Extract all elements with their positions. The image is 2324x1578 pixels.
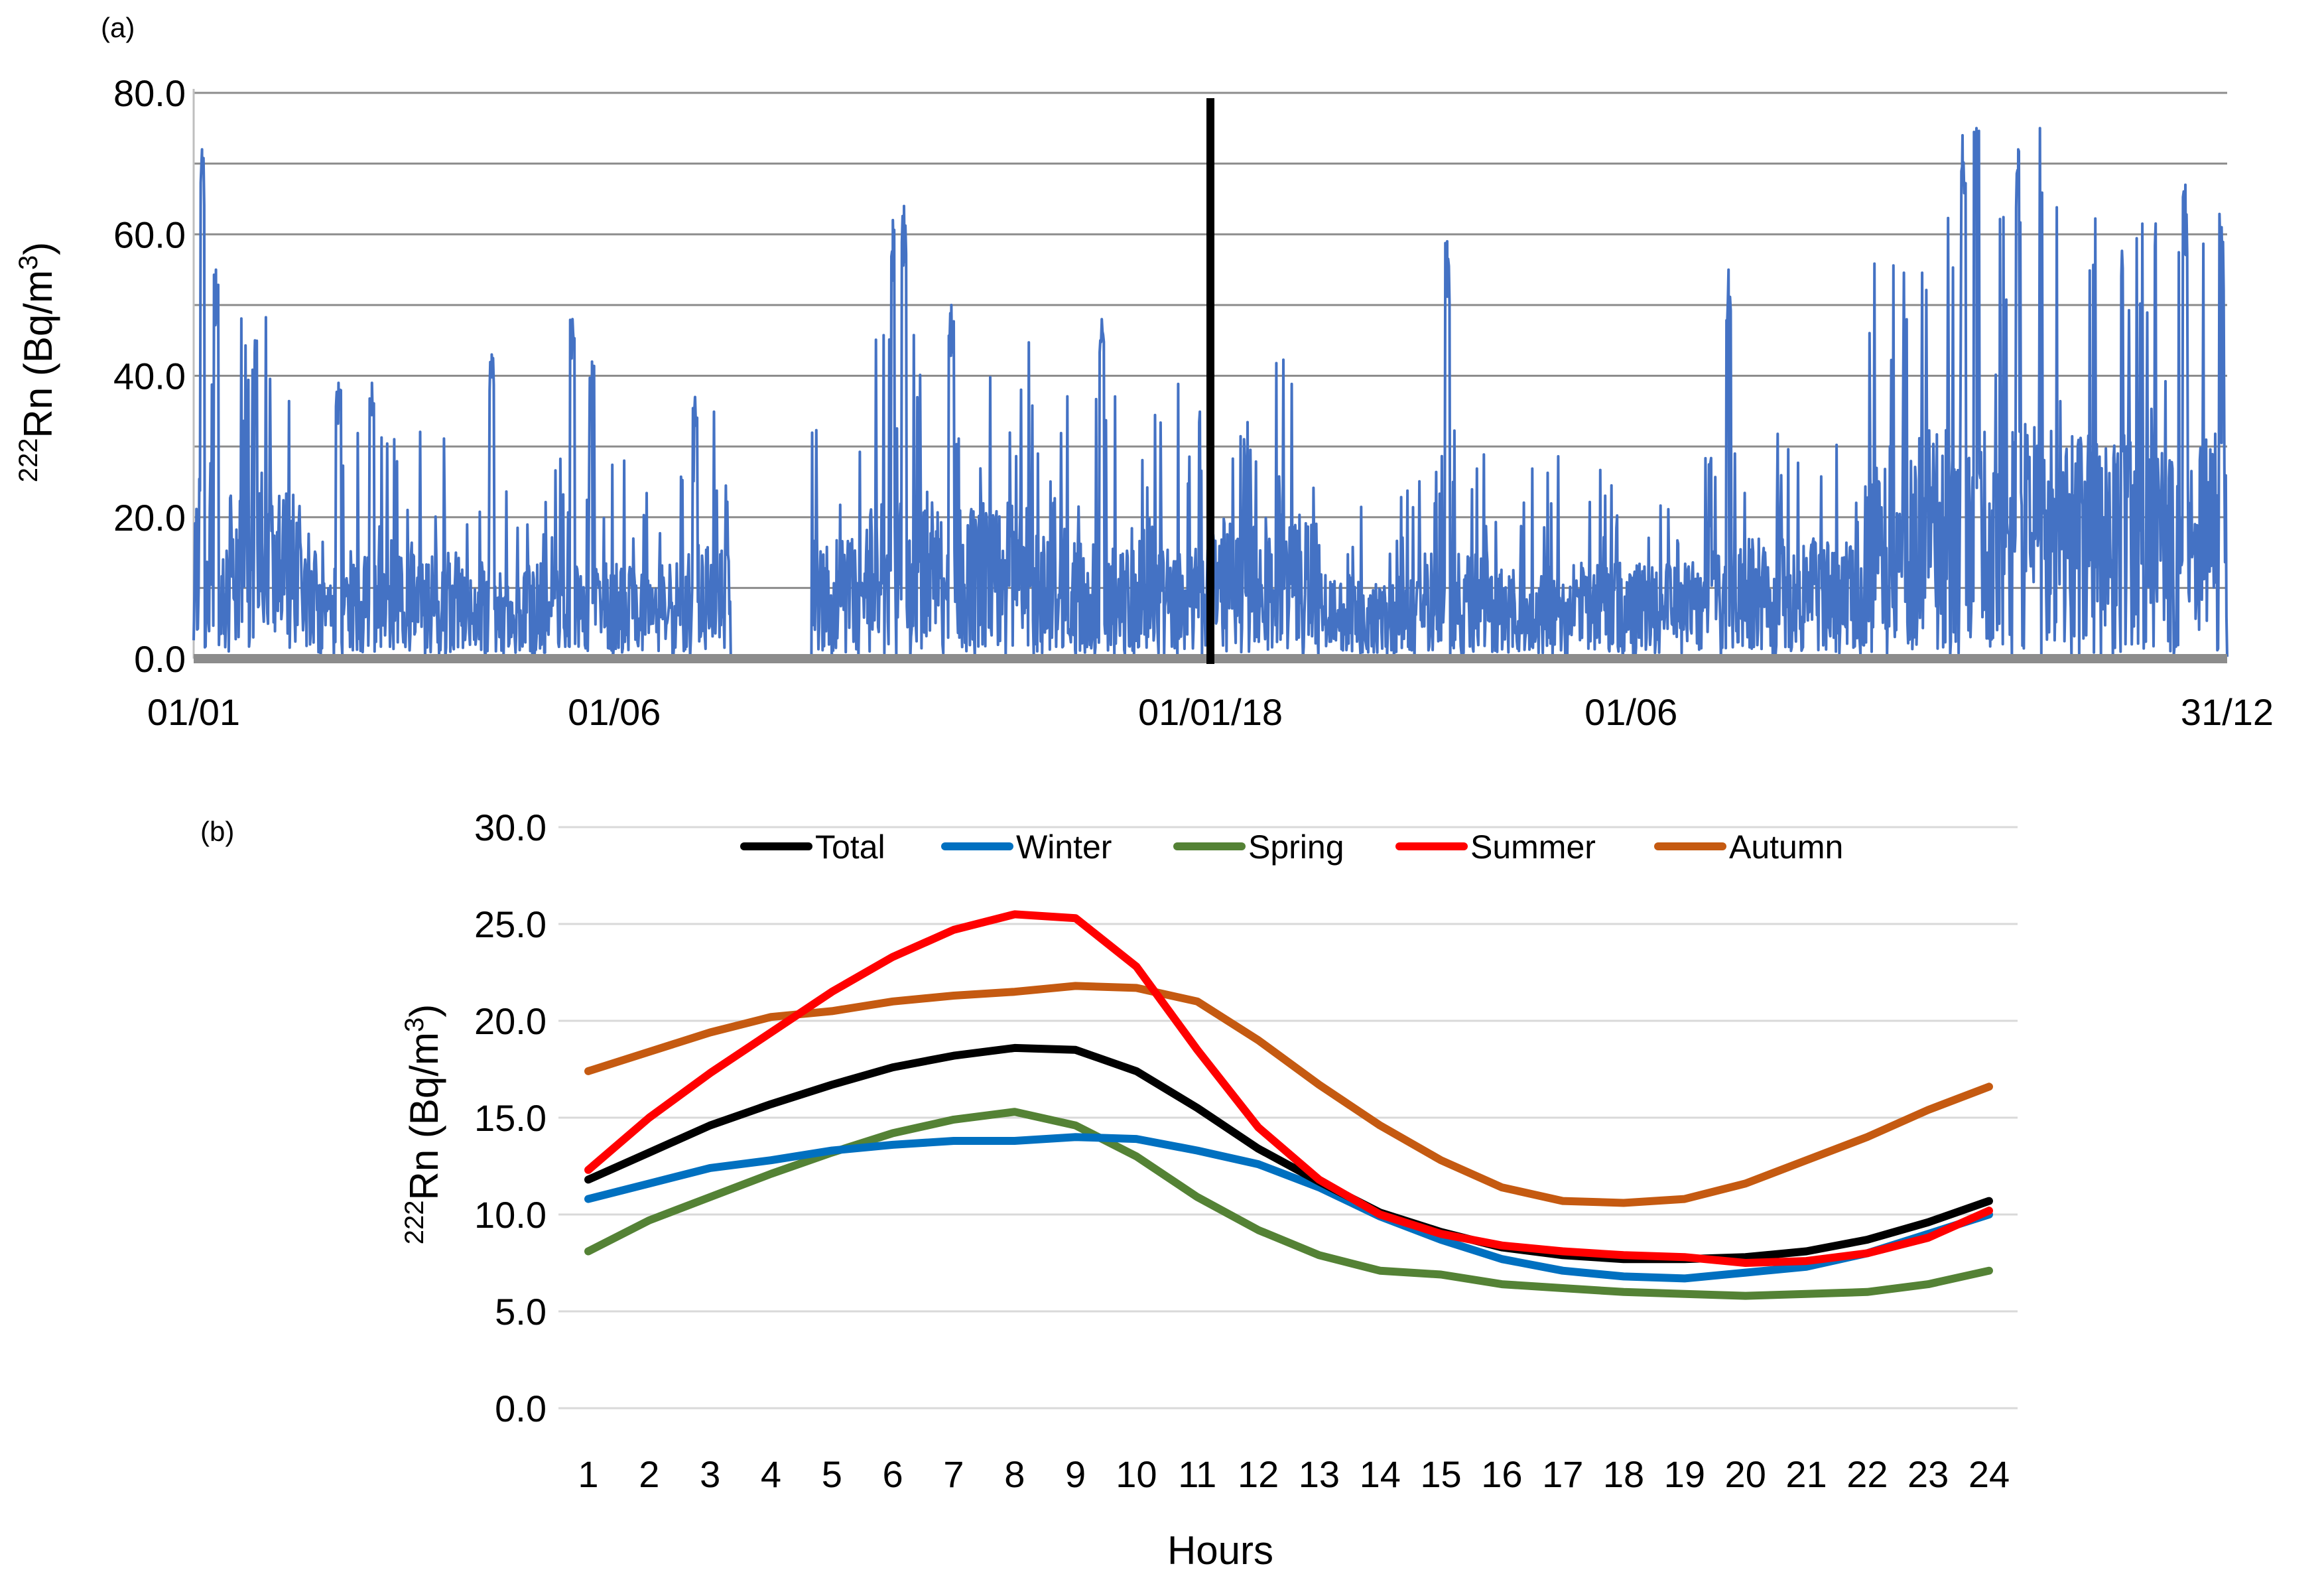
panel-a-x-tick-label: 01/01 [147, 691, 240, 733]
panel-b-x-tick-label: 13 [1299, 1453, 1340, 1495]
panel-b-x-tick-label: 1 [578, 1453, 598, 1495]
panel-b-x-tick-label: 18 [1603, 1453, 1644, 1495]
panel-a-y-tick-label: 0.0 [134, 638, 186, 680]
panel-b-series-lines [584, 910, 1993, 1300]
panel-b-x-tick-label: 10 [1116, 1453, 1157, 1495]
panel-b-label: (b) [200, 816, 234, 847]
legend-label-summer: Summer [1470, 828, 1596, 866]
panel-a-x-tick-labels: 01/01 01/06 01/01/18 01/06 31/12 [147, 691, 2274, 733]
panel-b-y-tick-label: 15.0 [474, 1097, 547, 1139]
panel-a-x-tick-label: 01/06 [1584, 691, 1677, 733]
panel-b-x-tick-label: 24 [1969, 1453, 2010, 1495]
panel-a-y-axis-title: 222Rn (Bq/m3) [14, 242, 60, 482]
panel-b-x-tick-label: 14 [1360, 1453, 1401, 1495]
panel-b-x-tick-label: 23 [1907, 1453, 1949, 1495]
panel-b-x-tick-label: 7 [943, 1453, 964, 1495]
panel-b-series-line-summer [584, 910, 1993, 1267]
legend-entry-autumn: Autumn [1654, 828, 1843, 866]
panel-b-y-tick-label: 0.0 [495, 1388, 547, 1429]
panel-b-x-tick-label: 12 [1238, 1453, 1279, 1495]
panel-b-x-tick-label: 8 [1004, 1453, 1025, 1495]
panel-b-series-line-winter [584, 1133, 1993, 1283]
panel-b-x-tick-label: 16 [1481, 1453, 1522, 1495]
panel-a-x-tick-label: 31/12 [2181, 691, 2274, 733]
panel-a-y-tick-label: 20.0 [113, 497, 186, 539]
panel-b-y-tick-label: 25.0 [474, 903, 547, 945]
legend-label-total: Total [815, 828, 885, 866]
panel-b-x-tick-label: 6 [883, 1453, 903, 1495]
panel-a-timeseries-chart: (a) 0.0 20.0 40.0 60.0 80.0 222Rn (Bq/m3) 01… [14, 12, 2274, 733]
panel-b-x-tick-label: 2 [639, 1453, 659, 1495]
panel-a-y-tick-label: 80.0 [113, 72, 186, 114]
panel-a-y-tick-label: 60.0 [113, 214, 186, 255]
legend-entry-summer: Summer [1395, 828, 1596, 866]
panel-b-y-axis-title: 222Rn (Bq/m3) [400, 1004, 446, 1244]
panel-a-x-tick-label: 01/01/18 [1138, 691, 1283, 733]
panel-b-gridlines [558, 826, 2018, 1410]
panel-b-y-tick-label: 30.0 [474, 807, 547, 848]
panel-b-x-tick-label: 5 [822, 1453, 842, 1495]
panel-b-x-tick-label: 4 [761, 1453, 781, 1495]
panel-b-x-tick-label: 22 [1846, 1453, 1888, 1495]
legend-label-spring: Spring [1248, 828, 1344, 866]
legend-label-autumn: Autumn [1729, 828, 1843, 866]
legend-entry-total: Total [740, 828, 885, 866]
panel-b-series-line-autumn [584, 982, 1993, 1207]
panel-b-x-tick-label: 21 [1785, 1453, 1827, 1495]
panel-b-x-tick-labels: 1 2 3 4 5 6 7 8 9 10 11 12 13 14 15 16 17 18 19 20 21 22 23 24 [578, 1453, 2010, 1495]
legend-entry-spring: Spring [1173, 828, 1344, 866]
panel-b-x-tick-label: 9 [1065, 1453, 1086, 1495]
panel-b-x-tick-label: 20 [1725, 1453, 1766, 1495]
panel-b-x-tick-label: 3 [700, 1453, 720, 1495]
panel-b-series-line-total [584, 1043, 1993, 1264]
panel-a-label: (a) [101, 12, 135, 43]
panel-b-y-tick-label: 5.0 [495, 1291, 547, 1333]
panel-b-y-tick-label: 20.0 [474, 1000, 547, 1042]
panel-b-x-tick-label: 19 [1664, 1453, 1705, 1495]
panel-a-x-tick-label: 01/06 [568, 691, 661, 733]
panel-a-y-tick-labels: 0.0 20.0 40.0 60.0 80.0 [113, 72, 186, 680]
panel-b-legend: Total Winter Spring Summer Autumn [740, 828, 1843, 866]
panel-a-y-tick-label: 40.0 [113, 356, 186, 397]
legend-label-winter: Winter [1016, 828, 1112, 866]
legend-entry-winter: Winter [941, 828, 1112, 866]
panel-b-x-tick-label: 17 [1542, 1453, 1583, 1495]
panel-b-y-tick-labels: 0.0 5.0 10.0 15.0 20.0 25.0 30.0 [474, 807, 547, 1429]
panel-b-y-tick-label: 10.0 [474, 1194, 547, 1236]
panel-b-x-axis-title: Hours [1167, 1528, 1273, 1573]
panel-b-x-tick-label: 15 [1420, 1453, 1461, 1495]
panel-b-x-tick-label: 11 [1178, 1453, 1216, 1495]
